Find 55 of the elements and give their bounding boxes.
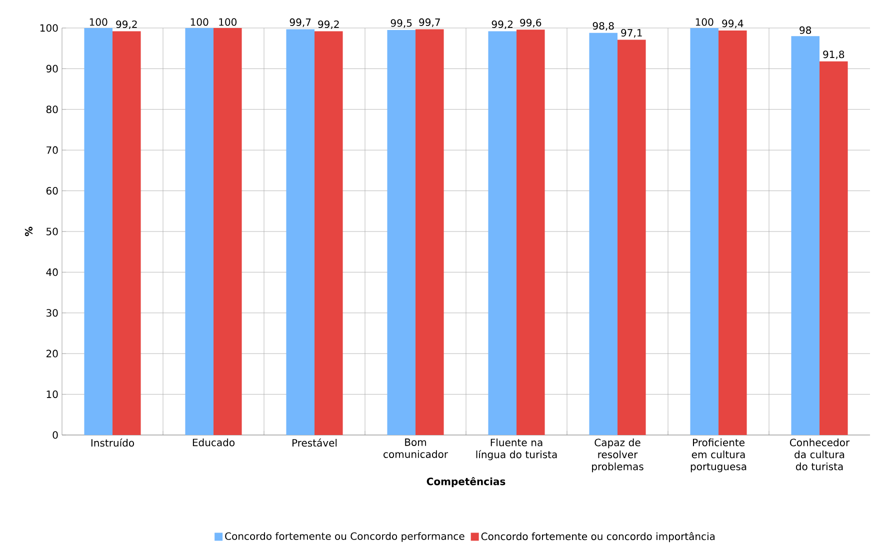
x-tick-label: Instruído	[91, 438, 134, 447]
data-label: 99,6	[520, 18, 542, 28]
bar	[185, 28, 214, 435]
y-tick-label: 40	[46, 268, 58, 276]
bar	[214, 28, 242, 435]
x-tick-label: Prestável	[292, 438, 337, 447]
data-label: 99,2	[492, 20, 512, 30]
bar	[618, 40, 646, 435]
y-tick-label: 50	[46, 228, 58, 236]
y-tick-label: 100	[40, 24, 58, 32]
y-tick-label: 90	[46, 64, 58, 72]
legend-label: Concordo fortemente ou concordo importância	[481, 532, 715, 542]
data-label: 100	[219, 18, 237, 26]
bar	[516, 30, 545, 435]
bar	[589, 32, 618, 435]
data-label: 98,8	[592, 22, 614, 31]
y-tick-label: 60	[46, 187, 58, 195]
data-label: 100	[696, 18, 714, 26]
x-tick-label: Fluente na língua do turista	[476, 438, 557, 460]
y-axis-title: %	[24, 226, 33, 236]
x-tick-label: Conhecedor da cultura do turista	[790, 438, 850, 470]
x-tick-label: Educado	[192, 438, 235, 446]
legend-label: Concordo fortemente ou Concordo performance	[225, 532, 464, 542]
y-tick-label: 30	[46, 309, 58, 317]
data-label: 99,2	[116, 20, 137, 30]
data-label: 97,1	[621, 29, 642, 38]
bar	[791, 36, 820, 435]
bar	[387, 30, 416, 435]
x-tick-label: Proficiente em cultura portuguesa	[690, 438, 746, 472]
bar	[314, 31, 343, 435]
y-tick-label: 20	[46, 350, 58, 358]
data-label: 99,5	[390, 19, 412, 28]
bar	[718, 30, 747, 435]
bar	[286, 29, 315, 435]
data-label: 98	[800, 26, 812, 34]
bar	[416, 29, 444, 435]
y-tick-label: 10	[46, 390, 58, 398]
bar	[84, 28, 112, 435]
bar	[488, 31, 517, 435]
x-axis-title: Competências	[426, 477, 506, 488]
y-tick-label: 70	[46, 146, 58, 154]
data-label: 100	[190, 18, 208, 26]
y-tick-label: 80	[46, 106, 58, 114]
data-label: 99,4	[722, 20, 744, 28]
bar	[112, 31, 141, 435]
data-label: 99,7	[290, 18, 311, 28]
y-tick-label: 0	[52, 431, 58, 439]
bar	[820, 61, 848, 435]
data-label: 99,2	[318, 20, 339, 30]
data-label: 91,8	[823, 50, 844, 60]
data-label: 100	[90, 18, 108, 26]
data-label: 99,7	[419, 18, 440, 28]
x-tick-label: Bom comunicador	[384, 438, 448, 458]
x-tick-label: Capaz de resolver problemas	[592, 438, 644, 472]
bar	[690, 28, 719, 435]
